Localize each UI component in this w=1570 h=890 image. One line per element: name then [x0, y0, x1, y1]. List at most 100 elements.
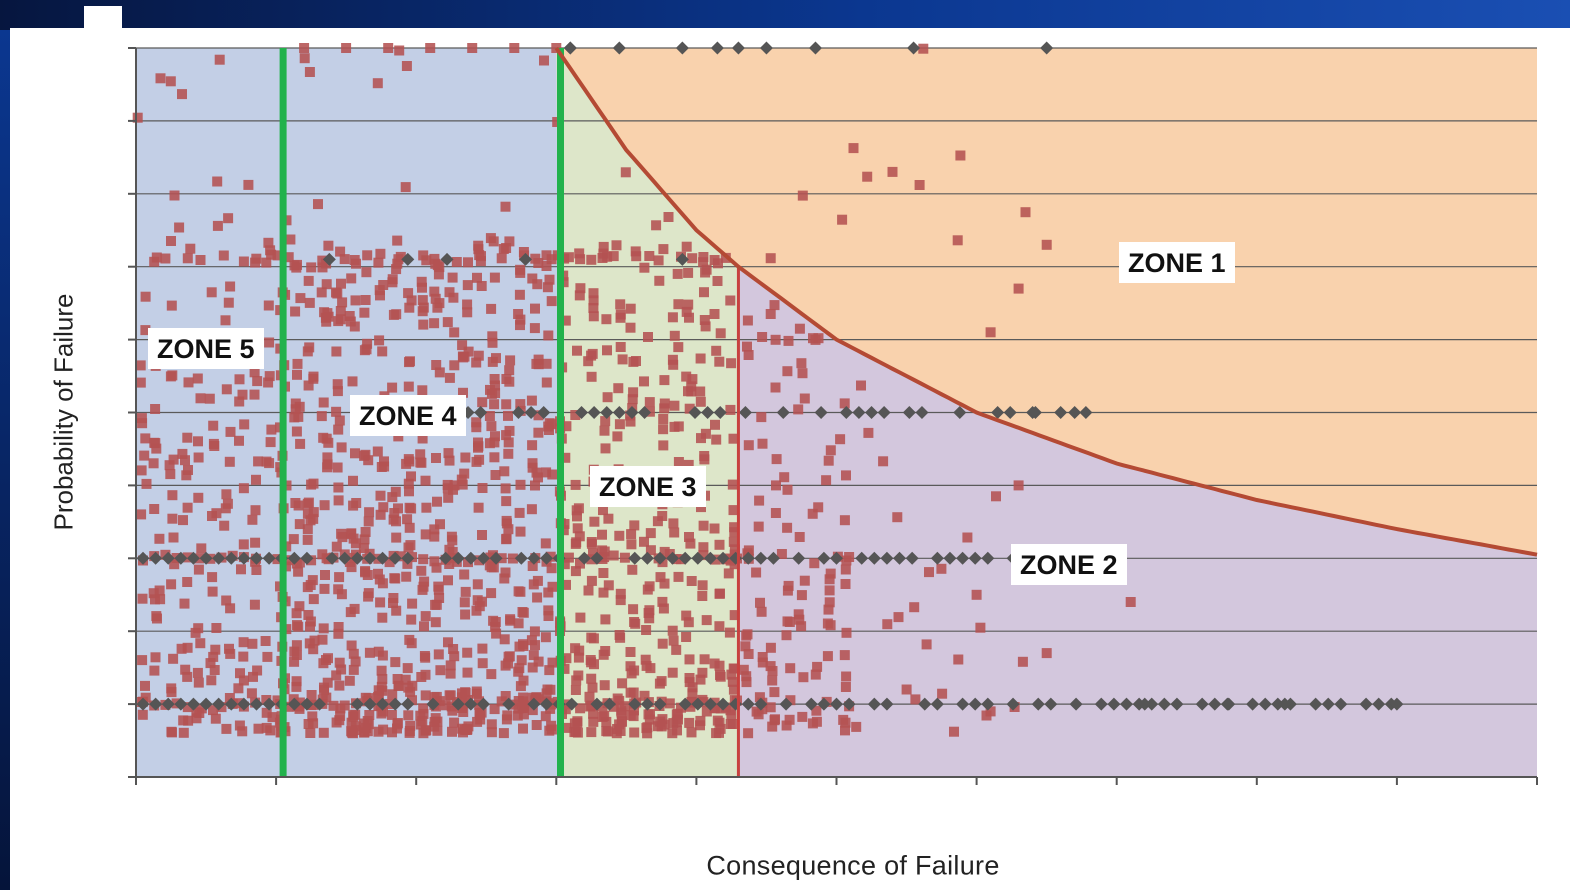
square-point [291, 640, 302, 651]
square-point [797, 368, 808, 379]
square-point [237, 726, 248, 737]
square-point [614, 695, 625, 706]
square-point [709, 523, 720, 534]
square-point [851, 721, 862, 732]
square-point [174, 222, 185, 233]
square-point [249, 367, 260, 378]
square-point [501, 399, 512, 410]
square-point [698, 550, 709, 561]
square-point [160, 253, 171, 264]
square-point [192, 667, 203, 678]
square-point [561, 421, 572, 432]
diamond-point [628, 551, 642, 565]
square-point [823, 604, 834, 615]
square-point [442, 317, 453, 328]
square-point [653, 255, 664, 266]
square-point [542, 282, 553, 293]
square-point [261, 695, 272, 705]
square-point [348, 533, 359, 544]
diamond-point [675, 41, 689, 55]
square-point [841, 671, 852, 682]
diamond-point [808, 41, 822, 55]
square-point [406, 471, 416, 482]
square-point [400, 182, 411, 193]
square-point [501, 534, 512, 545]
diamond-point [703, 697, 717, 711]
square-point [560, 704, 571, 715]
diamond-point [981, 551, 995, 565]
square-point [728, 536, 739, 547]
square-point [183, 377, 194, 388]
square-point [435, 519, 445, 530]
square-point [626, 539, 637, 550]
square-point [220, 315, 231, 326]
square-point [263, 377, 274, 388]
square-point [543, 587, 554, 598]
square-point [515, 526, 526, 537]
square-point [570, 685, 581, 695]
square-point [937, 688, 948, 699]
diamond-point [716, 697, 730, 711]
square-point [444, 455, 455, 466]
square-point [544, 418, 555, 429]
square-point [165, 76, 176, 87]
square-point [447, 726, 457, 737]
square-point [631, 251, 642, 262]
square-point [841, 470, 851, 481]
square-point [290, 398, 301, 409]
square-point [211, 623, 222, 633]
square-point [238, 539, 249, 550]
square-point [473, 240, 484, 251]
square-point [303, 610, 314, 620]
square-point [586, 537, 597, 547]
square-point [657, 511, 668, 521]
square-point [444, 287, 455, 298]
square-point [501, 496, 512, 507]
diamond-point [678, 551, 692, 565]
square-point [533, 354, 544, 365]
square-point [392, 674, 403, 684]
square-point [391, 516, 401, 527]
square-point [139, 450, 150, 461]
frontier-curve [554, 46, 1538, 557]
square-point [729, 610, 740, 621]
square-point [701, 615, 712, 626]
square-point [195, 255, 206, 265]
square-point [458, 352, 469, 363]
square-point [824, 597, 835, 608]
diamond-point [842, 697, 856, 711]
square-point [513, 618, 524, 629]
diamond-point [565, 697, 579, 711]
square-point [180, 455, 190, 466]
square-point [291, 426, 302, 437]
diamond-point [915, 406, 929, 419]
square-point [377, 674, 388, 684]
diamond-point [199, 551, 213, 565]
square-point [572, 345, 582, 356]
square-point [546, 254, 557, 265]
square-point [500, 483, 511, 494]
square-point [404, 522, 415, 533]
square-point [418, 581, 429, 592]
diamond-point [1246, 697, 1260, 711]
square-point [490, 380, 500, 391]
square-point [667, 354, 678, 365]
square-point [887, 166, 898, 177]
square-point [447, 546, 458, 557]
square-point [658, 424, 669, 435]
x-axis-label: Consequence of Failure [706, 850, 1000, 881]
square-point [617, 678, 628, 689]
square-point [645, 663, 656, 674]
square-point [489, 452, 500, 463]
square-point [785, 695, 796, 706]
square-point [181, 470, 192, 481]
square-point [709, 309, 720, 319]
square-point [793, 609, 804, 620]
square-point [985, 706, 996, 717]
square-point [361, 267, 372, 278]
square-point [460, 452, 471, 463]
square-point [840, 725, 850, 736]
square-point [570, 566, 581, 577]
square-point [417, 385, 428, 396]
diamond-point [779, 697, 793, 711]
